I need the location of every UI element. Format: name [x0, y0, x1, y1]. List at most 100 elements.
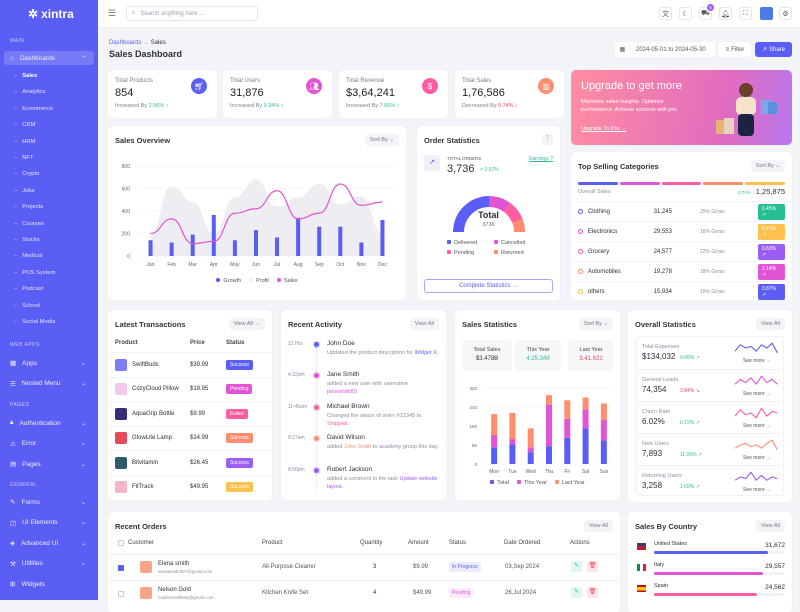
sidebar-subitem-crypto[interactable]: Crypto — [14, 171, 39, 177]
select-all-checkbox[interactable] — [118, 540, 124, 546]
banner-title: Upgrade to get more — [581, 80, 682, 92]
transaction-row[interactable]: CozyCloud Pillow $19.95 Pending — [108, 376, 272, 401]
sort-by-dropdown[interactable]: Sort By ⌄ — [364, 134, 399, 146]
sidebar-subitem-ecommerce[interactable]: Ecommerce — [14, 106, 53, 112]
language-icon[interactable]: 文 — [659, 7, 672, 20]
sidebar-subitem-courses[interactable]: Courses — [14, 221, 44, 227]
view-all-button[interactable]: View All — [583, 520, 613, 532]
transaction-row[interactable]: AquaGrip Bottle $9.99 Failed — [108, 401, 272, 425]
sidebar-subitem-hrm[interactable]: HRM — [14, 139, 35, 145]
legend-item[interactable]: Sales — [276, 278, 298, 284]
transaction-row[interactable]: FitTrack $49.95 Success — [108, 474, 272, 499]
sidebar-subitem-medical[interactable]: Medical — [14, 253, 42, 259]
view-all-button[interactable]: View All — [755, 520, 785, 532]
more-options-icon[interactable]: ⋮ — [542, 134, 553, 145]
sidebar-item-error[interactable]: ⚠ Error ⌄ — [4, 437, 94, 451]
upgrade-link[interactable]: Upgrade To Pro → — [581, 126, 627, 132]
trash-icon[interactable]: 🗑︎ — [587, 587, 598, 598]
legend-item[interactable]: This Year — [516, 480, 547, 486]
sidebar-item-advanced-ui[interactable]: ◈ Advanced UI ⌄ — [4, 536, 94, 550]
sidebar-item-forms[interactable]: ✎ Forms ⌄ — [4, 495, 94, 509]
filter-icon: ≡ — [725, 46, 730, 53]
legend-item[interactable]: Growth — [216, 278, 241, 284]
sidebar-item-pages[interactable]: ▤ Pages ⌄ — [4, 457, 94, 471]
date-range-picker[interactable]: ▦ 2024-05-01 to 2024-05-30 — [615, 42, 715, 57]
section-pages: PAGES — [10, 402, 30, 408]
sidebar-subitem-analytics[interactable]: Analytics — [14, 89, 45, 95]
sidebar-subitem-nft[interactable]: NFT — [14, 155, 33, 161]
legend-item[interactable]: Pending — [447, 250, 490, 256]
sidebar-subitem-social-media[interactable]: Social Media — [14, 319, 55, 325]
sort-by-dropdown[interactable]: Sort By ⌄ — [750, 160, 785, 172]
complete-statistics-button[interactable]: Complete Statistics → — [424, 279, 553, 293]
share-button[interactable]: ↗ Share — [755, 42, 792, 57]
latest-transactions-card: Latest Transactions View All → Product Pr… — [108, 310, 272, 500]
activity-link[interactable]: Update website layout. — [327, 476, 438, 491]
activity-link[interactable]: Widget X. — [414, 350, 439, 356]
sidebar-subitem-projects[interactable]: Projects — [14, 204, 43, 210]
order-row[interactable]: Nelson Gold noahrussell556@gmail.com Kitch… — [108, 580, 620, 606]
see-more-link[interactable]: See more → — [743, 423, 772, 429]
legend-item[interactable]: Delivered — [447, 240, 490, 246]
sidebar-item-ui-elements[interactable]: ◫ UI Elements ⌄ — [4, 516, 94, 530]
sidebar-subitem-crm[interactable]: CRM — [14, 122, 35, 128]
bell-icon[interactable]: 🔔︎ — [719, 7, 732, 20]
sidebar-item-nested-menu[interactable]: ☰ Nested Menu ⌄ — [4, 377, 94, 391]
price: $24.99 — [190, 435, 209, 441]
legend-item[interactable]: Cancelled — [494, 240, 537, 246]
sidebar-subitem-school[interactable]: School — [14, 303, 40, 309]
edit-icon[interactable]: ✎ — [571, 561, 582, 572]
activity-link[interactable]: janesmith89. — [327, 389, 359, 396]
sidebar-subitem-pos-system[interactable]: POS System — [14, 270, 55, 276]
activity-link[interactable]: John Smith — [343, 444, 372, 450]
moon-icon[interactable]: ☾ — [679, 7, 692, 20]
menu-toggle-icon[interactable]: ☰ — [108, 8, 117, 18]
activity-link[interactable]: Shipped. — [327, 421, 349, 428]
see-more-link[interactable]: See more → — [743, 487, 772, 493]
legend-item[interactable]: Last Year — [554, 480, 585, 486]
sidebar-subitem-podcast[interactable]: Podcast — [14, 286, 43, 292]
trash-icon[interactable]: 🗑︎ — [587, 561, 598, 572]
share-segment — [661, 182, 702, 185]
legend-item[interactable]: Total — [490, 480, 509, 486]
row-checkbox[interactable] — [118, 591, 124, 597]
status-cell: Success — [226, 359, 272, 370]
sidebar-item-apps[interactable]: ▦ Apps ⌄ — [4, 356, 94, 370]
cart-icon[interactable]: ⛟ 5 — [699, 4, 714, 20]
view-all-button[interactable]: View All → — [228, 318, 265, 330]
see-more-link[interactable]: See more → — [743, 391, 772, 397]
growth-bar-Nov — [359, 242, 364, 256]
sidebar-item-authentication[interactable]: 🔒︎ Authentication ⌄ — [4, 416, 94, 430]
gear-icon[interactable]: ⚙ — [779, 7, 792, 20]
transaction-row[interactable]: GlowLite Lamp $24.99 Success — [108, 425, 272, 450]
view-all-button[interactable]: View All — [755, 318, 785, 330]
avatar[interactable] — [760, 7, 773, 20]
order-row[interactable]: Elena smith elenasmith387@gmail.com All-Pu… — [108, 554, 620, 580]
sidebar-subitem-stocks[interactable]: Stocks — [14, 237, 39, 243]
see-more-link[interactable]: See more → — [743, 455, 772, 461]
view-all-button[interactable]: View All — [409, 318, 439, 330]
earnings-link[interactable]: Earnings ? — [529, 156, 553, 162]
sidebar-item-dashboards[interactable]: ⌂ Dashboards ⌃ — [4, 51, 94, 65]
filter-button[interactable]: ≡ Filter — [719, 42, 751, 57]
fullscreen-icon[interactable]: ⛶ — [739, 7, 752, 20]
see-more-link[interactable]: See more → — [743, 358, 772, 364]
sidebar-subitem-sales[interactable]: Sales — [14, 73, 37, 79]
legend-item[interactable]: Profit — [249, 278, 269, 284]
transaction-row[interactable]: Bitvitamin $26.45 Success — [108, 450, 272, 474]
breadcrumb-dashboards[interactable]: Dashboards — [109, 40, 142, 46]
change-value: 0.57% — [484, 167, 499, 173]
sidebar-item-utilities[interactable]: ⚒ Utilities ⌄ — [4, 557, 94, 571]
status-cell: Success — [226, 457, 272, 468]
sidebar-item-widgets[interactable]: ⊞ Widgets — [4, 577, 94, 591]
search-input[interactable]: ⌕ Search anything here ... — [126, 6, 258, 21]
sidebar-subitem-jobs[interactable]: Jobs — [14, 188, 34, 194]
sort-by-dropdown[interactable]: Sort By ⌄ — [578, 318, 613, 330]
brand-logo[interactable]: ✲ xintra — [28, 7, 74, 21]
edit-icon[interactable]: ✎ — [571, 587, 582, 598]
row-checkbox[interactable] — [118, 565, 124, 571]
change-value: 11.05% — [680, 452, 697, 458]
country-progress-fill — [654, 572, 764, 575]
legend-item[interactable]: Returned — [494, 250, 537, 256]
transaction-row[interactable]: SwiftBuds $39.99 Success — [108, 352, 272, 376]
